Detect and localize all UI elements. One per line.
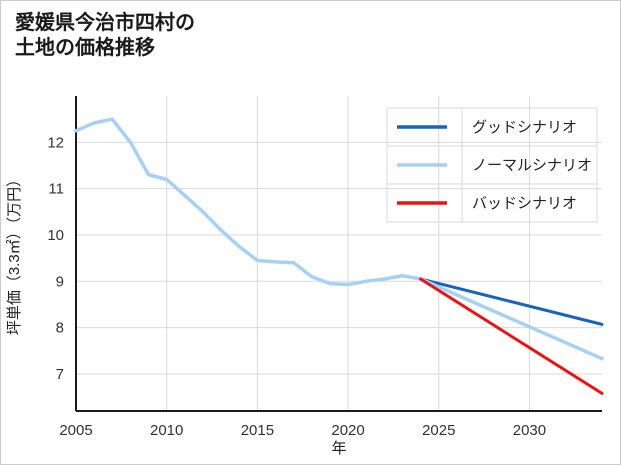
x-tick-label: 2025 xyxy=(422,422,455,439)
y-tick-label: 7 xyxy=(56,366,64,383)
data-line-実績値（ノーマルシナリオの過去部分） xyxy=(76,119,421,284)
x-tick-label: 2010 xyxy=(150,422,183,439)
data-line-バッドシナリオ xyxy=(421,279,602,393)
x-axis-title: 年 xyxy=(331,440,346,457)
x-tick-label: 2005 xyxy=(59,422,92,439)
y-tick-label: 10 xyxy=(47,227,64,244)
y-tick-label: 12 xyxy=(47,134,64,151)
x-tick-label: 2030 xyxy=(513,422,546,439)
y-axis-title: 坪単価（3.3㎡）（万円） xyxy=(6,172,23,335)
x-tick-label: 2015 xyxy=(241,422,274,439)
chart-svg: 2005 2010 2015 2020 2025 2030 7 8 9 10 11 12 年 坪単価（3.… xyxy=(1,1,621,466)
y-tick-label: 9 xyxy=(56,273,64,290)
y-tick-label: 11 xyxy=(48,181,64,198)
x-tick-label: 2020 xyxy=(331,422,364,439)
legend-label-ノーマルシナリオ: ノーマルシナリオ xyxy=(472,157,592,174)
y-tick-label: 8 xyxy=(56,320,64,337)
legend-label-グッドシナリオ: グッドシナリオ xyxy=(472,119,577,136)
chart-container: 愛媛県今治市四村の 土地の価格推移 2005 2010 2015 2020 2025 20… xyxy=(0,0,621,465)
legend-label-バッドシナリオ: バッドシナリオ xyxy=(472,195,577,212)
